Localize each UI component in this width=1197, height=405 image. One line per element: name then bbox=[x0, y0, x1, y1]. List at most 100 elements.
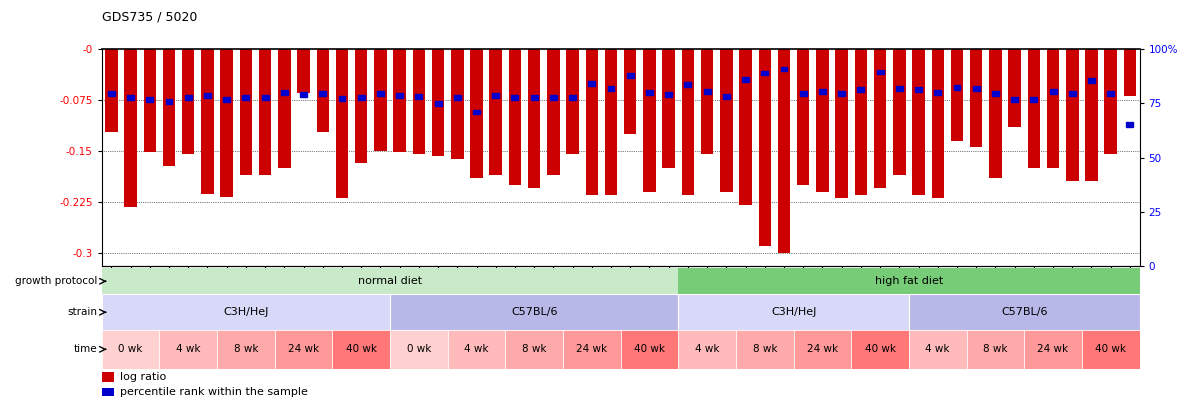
Bar bbox=[895, 86, 903, 91]
Text: percentile rank within the sample: percentile rank within the sample bbox=[120, 387, 308, 397]
Bar bbox=[915, 87, 922, 92]
Bar bbox=[838, 91, 845, 96]
Bar bbox=[1047, 49, 1059, 168]
Text: 40 wk: 40 wk bbox=[346, 344, 377, 354]
Text: 8 wk: 8 wk bbox=[753, 344, 777, 354]
Bar bbox=[505, 330, 563, 369]
Bar bbox=[511, 95, 518, 100]
Bar bbox=[333, 330, 390, 369]
Bar bbox=[970, 49, 983, 147]
Bar bbox=[415, 94, 423, 99]
Bar bbox=[274, 330, 333, 369]
Bar bbox=[780, 67, 788, 71]
Bar bbox=[794, 330, 851, 369]
Bar bbox=[528, 49, 540, 188]
Bar bbox=[909, 330, 966, 369]
Bar bbox=[203, 93, 211, 98]
Bar bbox=[909, 294, 1140, 330]
Bar bbox=[566, 49, 579, 154]
Text: 0 wk: 0 wk bbox=[119, 344, 142, 354]
Text: 0 wk: 0 wk bbox=[407, 344, 431, 354]
Bar bbox=[912, 49, 925, 195]
Bar bbox=[375, 49, 387, 151]
Text: high fat diet: high fat diet bbox=[875, 276, 943, 286]
Text: 4 wk: 4 wk bbox=[695, 344, 719, 354]
Bar bbox=[473, 109, 480, 114]
Bar bbox=[973, 86, 979, 91]
Bar bbox=[470, 49, 482, 178]
Bar bbox=[159, 330, 217, 369]
Bar bbox=[182, 49, 194, 154]
Text: 4 wk: 4 wk bbox=[464, 344, 488, 354]
Bar bbox=[643, 49, 656, 192]
Bar bbox=[608, 86, 614, 91]
Bar bbox=[646, 90, 652, 95]
Text: log ratio: log ratio bbox=[120, 372, 166, 382]
Text: 24 wk: 24 wk bbox=[807, 344, 838, 354]
Bar bbox=[105, 49, 117, 132]
Bar bbox=[108, 91, 115, 96]
Bar bbox=[679, 268, 1140, 294]
Bar bbox=[1124, 49, 1136, 96]
Bar bbox=[165, 99, 172, 104]
Bar bbox=[217, 330, 274, 369]
Bar bbox=[704, 89, 711, 94]
Bar bbox=[102, 330, 159, 369]
Text: 24 wk: 24 wk bbox=[1038, 344, 1069, 354]
Bar bbox=[413, 49, 425, 154]
Bar bbox=[931, 49, 944, 198]
Bar bbox=[358, 95, 365, 100]
Bar bbox=[666, 92, 673, 97]
Bar bbox=[721, 49, 733, 192]
Bar bbox=[685, 82, 692, 87]
Bar bbox=[102, 268, 679, 294]
Bar bbox=[297, 49, 310, 93]
Bar bbox=[163, 49, 175, 166]
Bar bbox=[102, 388, 115, 396]
Bar bbox=[893, 49, 906, 175]
Bar bbox=[243, 95, 249, 100]
Bar bbox=[1027, 49, 1040, 168]
Bar bbox=[836, 49, 847, 198]
Bar bbox=[627, 73, 633, 77]
Bar bbox=[585, 49, 598, 195]
Bar bbox=[679, 330, 736, 369]
Bar bbox=[127, 95, 134, 100]
Bar bbox=[736, 330, 794, 369]
Bar bbox=[390, 294, 679, 330]
Bar bbox=[451, 49, 463, 159]
Text: 4 wk: 4 wk bbox=[176, 344, 200, 354]
Bar bbox=[259, 49, 272, 175]
Text: 40 wk: 40 wk bbox=[634, 344, 666, 354]
Text: growth protocol: growth protocol bbox=[14, 276, 97, 286]
Bar bbox=[432, 49, 444, 156]
Bar bbox=[492, 93, 499, 98]
Bar bbox=[589, 81, 595, 86]
Bar bbox=[102, 372, 115, 382]
Text: 40 wk: 40 wk bbox=[864, 344, 895, 354]
Bar bbox=[1105, 49, 1117, 154]
Bar bbox=[800, 91, 807, 96]
Bar bbox=[1107, 91, 1114, 96]
Bar bbox=[239, 49, 253, 175]
Text: 8 wk: 8 wk bbox=[233, 344, 259, 354]
Bar bbox=[262, 95, 268, 100]
Bar bbox=[778, 49, 790, 253]
Bar bbox=[201, 49, 214, 194]
Bar bbox=[1082, 330, 1140, 369]
Bar bbox=[220, 49, 233, 197]
Bar bbox=[549, 95, 557, 100]
Bar bbox=[966, 330, 1025, 369]
Bar bbox=[396, 93, 403, 98]
Bar bbox=[320, 91, 327, 96]
Bar bbox=[146, 97, 153, 102]
Bar bbox=[701, 49, 713, 154]
Text: strain: strain bbox=[67, 307, 97, 317]
Bar bbox=[874, 49, 886, 188]
Bar bbox=[356, 49, 367, 163]
Bar bbox=[816, 49, 828, 192]
Bar bbox=[1025, 330, 1082, 369]
Text: 24 wk: 24 wk bbox=[576, 344, 607, 354]
Bar bbox=[102, 294, 390, 330]
Text: C3H/HeJ: C3H/HeJ bbox=[771, 307, 816, 317]
